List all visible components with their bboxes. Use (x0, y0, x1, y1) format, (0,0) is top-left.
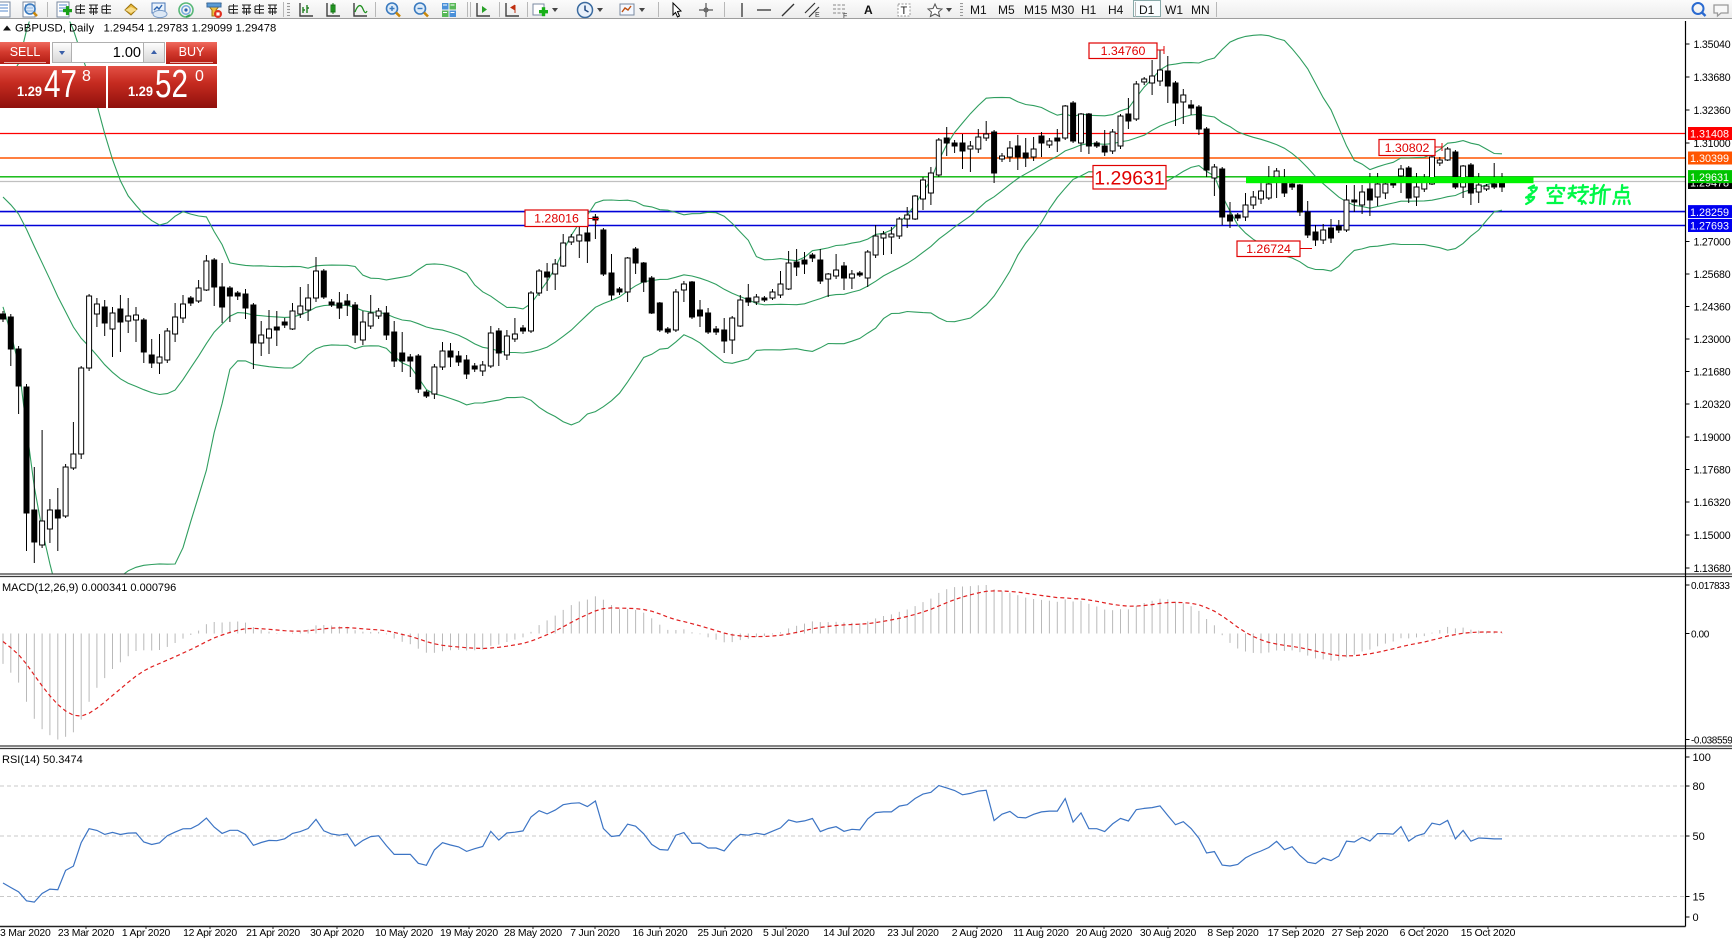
svg-text:1.23000: 1.23000 (1694, 334, 1731, 346)
svg-text:1.35040: 1.35040 (1694, 39, 1731, 51)
svg-text:30 Aug 2020: 30 Aug 2020 (1140, 928, 1197, 939)
svg-text:30 Apr 2020: 30 Apr 2020 (310, 928, 364, 939)
svg-text:0.017833: 0.017833 (1691, 581, 1730, 592)
svg-text:1.30399: 1.30399 (1690, 153, 1729, 165)
svg-text:10 May 2020: 10 May 2020 (375, 928, 433, 939)
svg-text:1.30802: 1.30802 (1385, 141, 1430, 155)
svg-text:16 Jun 2020: 16 Jun 2020 (633, 928, 688, 939)
svg-text:0: 0 (1693, 912, 1699, 924)
svg-text:21 Apr 2020: 21 Apr 2020 (246, 928, 300, 939)
svg-text:23 Mar 2020: 23 Mar 2020 (58, 928, 115, 939)
svg-text:1.16320: 1.16320 (1694, 497, 1731, 509)
svg-text:1.31000: 1.31000 (1694, 138, 1731, 150)
svg-text:25 Jun 2020: 25 Jun 2020 (698, 928, 753, 939)
svg-text:1.19000: 1.19000 (1694, 432, 1731, 444)
svg-text:-0.038559: -0.038559 (1691, 735, 1732, 746)
svg-text:1.17680: 1.17680 (1694, 465, 1731, 477)
svg-text:2 Aug 2020: 2 Aug 2020 (952, 928, 1003, 939)
svg-text:80: 80 (1693, 781, 1705, 793)
svg-text:E: E (815, 12, 820, 19)
svg-text:15 Oct 2020: 15 Oct 2020 (1461, 928, 1516, 939)
svg-text:T: T (901, 5, 908, 17)
svg-text:27 Sep 2020: 27 Sep 2020 (1332, 928, 1389, 939)
svg-text:GBPUSD, Daily 1.29454 1.2978: GBPUSD, Daily 1.29454 1.29783 1.29099 1.… (15, 23, 276, 35)
svg-text:8 Sep 2020: 8 Sep 2020 (1207, 928, 1259, 939)
svg-text:0.00: 0.00 (1691, 629, 1710, 640)
svg-text:1.29631: 1.29631 (1094, 167, 1165, 189)
svg-text:1.25680: 1.25680 (1694, 269, 1731, 281)
svg-text:1.32360: 1.32360 (1694, 105, 1731, 117)
svg-text:1.15000: 1.15000 (1694, 530, 1731, 542)
svg-text:5 Jul 2020: 5 Jul 2020 (763, 928, 809, 939)
svg-text:1.28259: 1.28259 (1690, 207, 1729, 219)
svg-text:1.13680: 1.13680 (1694, 563, 1731, 575)
svg-text:15: 15 (1693, 892, 1705, 904)
svg-text:F: F (843, 13, 847, 19)
svg-text:1 Apr 2020: 1 Apr 2020 (122, 928, 171, 939)
svg-text:12 Apr 2020: 12 Apr 2020 (183, 928, 237, 939)
svg-text:28 May 2020: 28 May 2020 (504, 928, 562, 939)
svg-text:3 Mar 2020: 3 Mar 2020 (0, 928, 51, 939)
svg-text:6 Oct 2020: 6 Oct 2020 (1400, 928, 1449, 939)
svg-text:1.31408: 1.31408 (1690, 129, 1729, 141)
svg-text:20 Aug 2020: 20 Aug 2020 (1076, 928, 1133, 939)
svg-text:1.21680: 1.21680 (1694, 367, 1731, 379)
svg-text:1.20320: 1.20320 (1694, 399, 1731, 411)
svg-text:1.28016: 1.28016 (534, 212, 579, 226)
svg-text:17 Sep 2020: 17 Sep 2020 (1268, 928, 1325, 939)
svg-text:1.33680: 1.33680 (1694, 72, 1731, 84)
svg-text:1.27000: 1.27000 (1694, 237, 1731, 249)
svg-text:1.29631: 1.29631 (1690, 172, 1729, 184)
svg-text:7 Jun 2020: 7 Jun 2020 (570, 928, 620, 939)
svg-text:MACD(12,26,9) 0.000341 0.00079: MACD(12,26,9) 0.000341 0.000796 (2, 582, 176, 594)
svg-text:14 Jul 2020: 14 Jul 2020 (823, 928, 875, 939)
svg-text:RSI(14) 50.3474: RSI(14) 50.3474 (2, 754, 83, 766)
svg-text:50: 50 (1693, 831, 1705, 843)
svg-text:1.26724: 1.26724 (1246, 242, 1291, 256)
svg-text:100: 100 (1693, 752, 1711, 764)
svg-text:11 Aug 2020: 11 Aug 2020 (1013, 928, 1069, 939)
svg-text:1.24360: 1.24360 (1694, 302, 1731, 314)
svg-text:1.34760: 1.34760 (1101, 44, 1146, 58)
svg-text:23 Jul 2020: 23 Jul 2020 (887, 928, 939, 939)
svg-text:19 May 2020: 19 May 2020 (440, 928, 498, 939)
svg-text:1.27693: 1.27693 (1690, 221, 1729, 233)
